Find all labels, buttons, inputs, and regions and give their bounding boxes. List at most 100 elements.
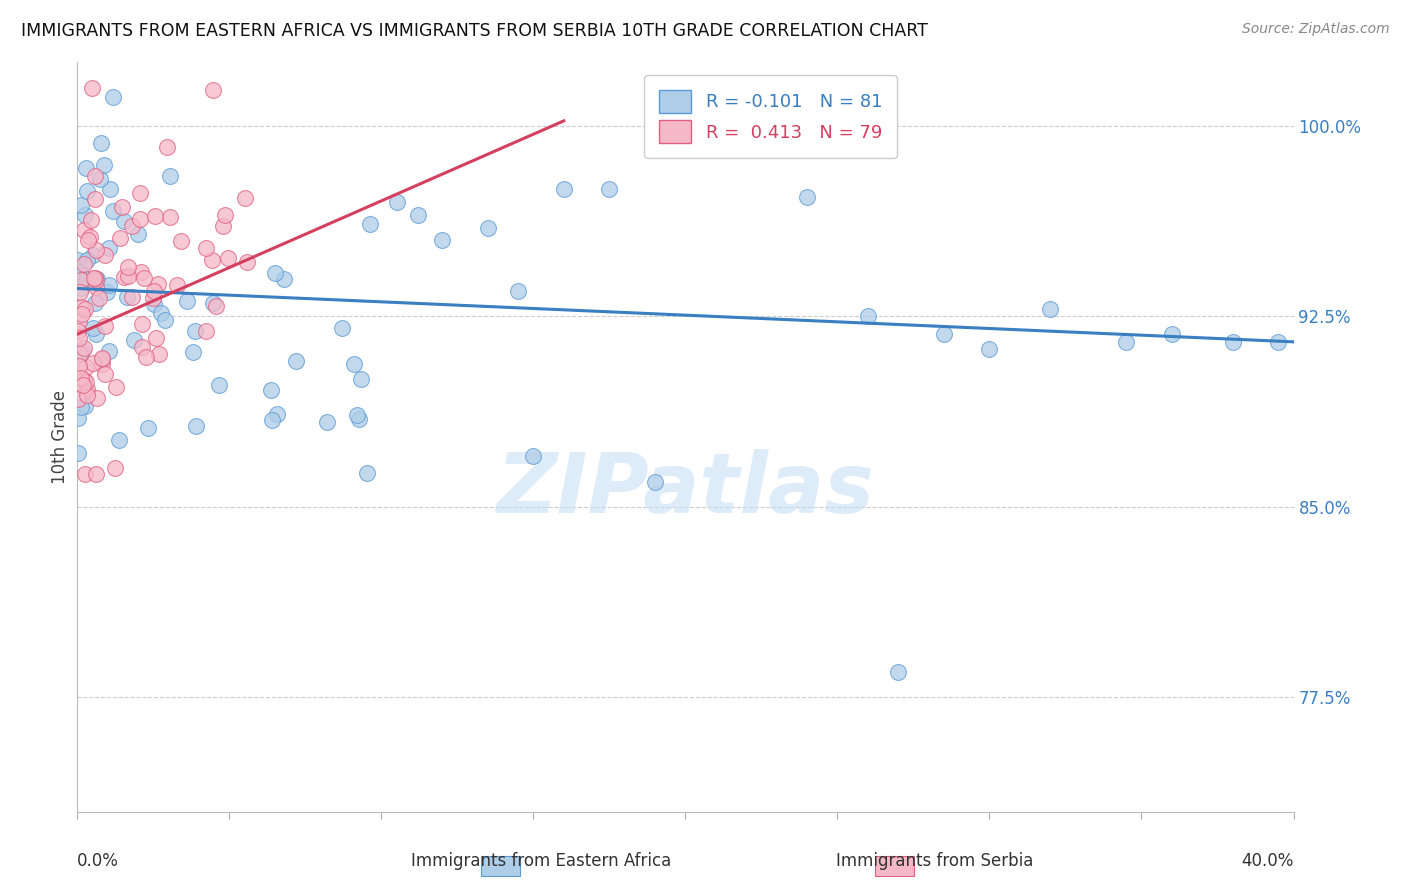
Point [90,136,112,150]
Point [143,284,166,298]
Point [1039,301,1062,316]
Point [117,268,139,283]
Point [121,219,143,233]
Point [76,233,98,247]
Point [86,391,108,405]
Point [69,285,91,300]
Point [75,271,97,285]
Point [79,213,101,227]
Point [1222,334,1244,349]
Point [128,211,150,226]
Point [66,392,89,406]
Point [142,291,165,305]
Point [129,186,152,200]
Point [84,273,107,287]
Point [211,219,233,233]
Point [104,461,127,475]
Point [121,289,143,303]
Point [184,418,207,433]
Point [122,333,145,347]
Point [112,213,135,227]
Point [208,378,231,392]
Point [86,272,108,286]
Point [136,420,159,434]
Point [84,243,107,257]
Point [70,344,93,359]
Text: ZIPatlas: ZIPatlas [496,449,875,530]
Point [522,449,544,463]
Point [1161,327,1184,342]
Point [202,296,225,310]
Point [67,359,90,373]
Point [83,271,105,285]
Point [101,204,124,219]
Point [70,280,93,294]
Point [856,310,879,324]
Point [346,408,368,422]
Point [195,324,218,338]
Point [315,415,337,429]
Point [73,373,96,387]
Point [91,351,114,366]
Point [385,195,408,210]
Point [117,260,139,274]
Text: IMMIGRANTS FROM EASTERN AFRICA VS IMMIGRANTS FROM SERBIA 10TH GRADE CORRELATION : IMMIGRANTS FROM EASTERN AFRICA VS IMMIGR… [21,22,928,40]
Point [1115,334,1137,349]
Point [101,90,124,104]
Point [79,229,101,244]
Point [75,208,97,222]
Text: 40.0%: 40.0% [1241,852,1294,870]
Point [75,161,97,175]
Point [201,252,224,267]
Point [67,411,90,425]
Point [82,248,104,262]
Point [194,241,217,255]
Point [98,241,121,255]
Point [169,234,191,248]
Point [91,352,114,367]
Point [84,467,107,482]
Legend: R = -0.101   N = 81, R =  0.413   N = 79: R = -0.101 N = 81, R = 0.413 N = 79 [644,75,897,158]
Text: Source: ZipAtlas.com: Source: ZipAtlas.com [1241,22,1389,37]
Point [598,182,620,196]
Point [110,231,132,245]
Point [131,340,153,354]
Point [67,314,90,328]
Point [887,665,910,679]
Point [979,343,1001,357]
Point [66,445,89,459]
Point [349,412,371,426]
Point [127,227,149,242]
Point [98,344,121,359]
Point [75,360,97,375]
Point [273,271,295,285]
Point [96,285,118,299]
Point [98,182,121,196]
Point [84,296,107,310]
Text: Immigrants from Eastern Africa: Immigrants from Eastern Africa [411,852,672,870]
Point [330,320,353,334]
Point [93,158,115,172]
Point [89,292,111,306]
Point [159,169,181,183]
Point [70,401,93,415]
Point [217,252,239,266]
Point [932,327,955,342]
Point [430,233,453,247]
Point [150,306,173,320]
Point [1267,334,1289,349]
Point [69,273,91,287]
Point [67,331,90,345]
Point [131,317,153,331]
Point [84,327,107,342]
Point [796,190,818,204]
Point [266,407,288,421]
Point [359,217,381,231]
Point [84,192,107,206]
Point [260,383,283,397]
Point [166,278,188,293]
Point [91,357,114,371]
Point [73,399,96,413]
Point [176,294,198,309]
Point [93,367,115,381]
